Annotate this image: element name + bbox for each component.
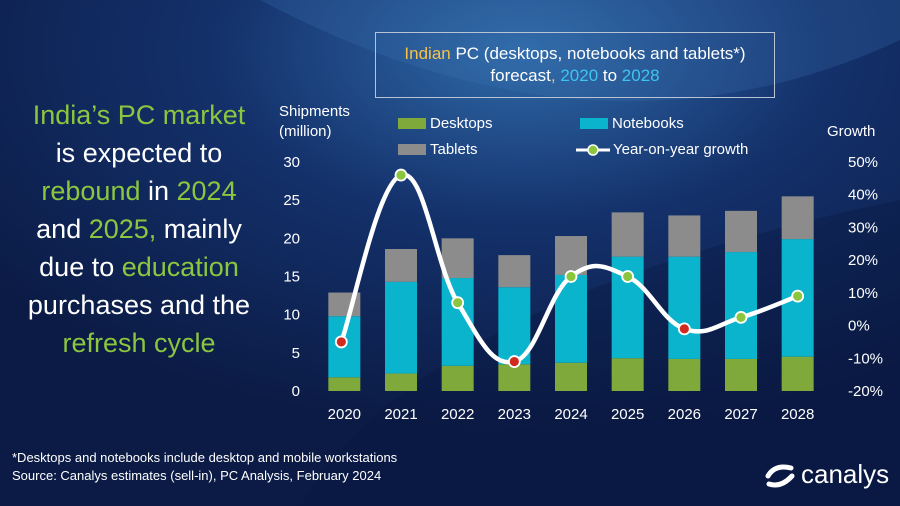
- y-axis-title-line: (million): [279, 123, 332, 140]
- y-tick-label: 20: [283, 230, 300, 247]
- chart-title-box: Indian PC (desktops, notebooks and table…: [375, 32, 775, 98]
- headline-part: India’s PC market: [32, 100, 246, 130]
- bar-notebooks-2027: [725, 252, 757, 359]
- y2-tick-label: 10%: [848, 285, 878, 302]
- x-tick-label: 2025: [611, 406, 644, 423]
- y-tick-label: 25: [283, 192, 300, 209]
- legend-swatch-tablets: [398, 144, 426, 155]
- canalys-logo-icon: [765, 464, 795, 487]
- bar-desktops-2026: [668, 358, 701, 391]
- bar-desktops-2022: [441, 365, 474, 391]
- x-tick-label: 2021: [384, 406, 417, 423]
- bar-notebooks-2021: [385, 281, 417, 374]
- title-part: forecast: [490, 66, 551, 85]
- headline-part: education: [121, 252, 239, 282]
- headline-part: is expected to: [55, 138, 223, 168]
- title-part: 2020: [560, 66, 599, 85]
- growth-point-2020: [334, 335, 348, 349]
- y2-tick-label: 0%: [848, 318, 870, 335]
- growth-point-2025: [621, 270, 635, 283]
- y2-tick-label: 30%: [848, 219, 878, 236]
- title-part: Indian: [404, 44, 451, 63]
- title-part: PC (desktops, notebooks and tablets*): [450, 44, 746, 63]
- headline-part: refresh cycle: [62, 328, 216, 358]
- canalys-logo: canalys: [765, 459, 889, 490]
- x-tick-label: 2027: [724, 406, 757, 423]
- growth-point-2023: [507, 355, 521, 368]
- title-part: to: [598, 66, 622, 85]
- bar-desktops-2027: [725, 358, 757, 391]
- bar-tablets-2028: [781, 196, 814, 240]
- footnote: *Desktops and notebooks include desktop …: [12, 449, 397, 485]
- x-tick-label: 2026: [668, 406, 701, 423]
- y2-tick-label: 20%: [848, 252, 878, 269]
- bar-notebooks-2026: [668, 256, 701, 359]
- headline-part: 2025,: [88, 214, 157, 244]
- bar-tablets-2021: [385, 249, 417, 282]
- growth-point-2022: [451, 296, 465, 310]
- legend-label-tablets: Tablets: [430, 141, 478, 158]
- bar-desktops-2028: [781, 356, 814, 391]
- legend-notebooks: Notebooks: [580, 115, 684, 132]
- title-part: 2028: [621, 66, 660, 85]
- bar-tablets-2025: [611, 212, 644, 257]
- growth-point-2021: [394, 168, 408, 182]
- y2-tick-label: -10%: [848, 350, 883, 367]
- headline-part: 2024: [176, 176, 237, 206]
- x-tick-label: 2022: [441, 406, 474, 423]
- legend-swatch-growth: [576, 143, 610, 156]
- bar-desktops-2024: [555, 362, 587, 391]
- bar-desktops-2020: [328, 377, 361, 391]
- growth-point-2026: [677, 322, 691, 336]
- y-axis-title: Shipments (million): [279, 102, 350, 142]
- bar-desktops-2025: [611, 358, 644, 391]
- growth-point-2024: [564, 270, 578, 283]
- headline-part: purchases and the: [27, 290, 251, 320]
- legend-label-desktops: Desktops: [430, 115, 493, 132]
- growth-point-2027: [734, 310, 748, 324]
- growth-point-2028: [791, 289, 805, 303]
- y2-tick-label: -20%: [848, 383, 883, 400]
- title-part: ,: [550, 66, 561, 85]
- headline: India’s PC market is expected to rebound…: [14, 96, 264, 362]
- y2-tick-label: 50%: [848, 154, 878, 171]
- headline-part: rebound: [41, 176, 141, 206]
- headline-part: mainly: [156, 214, 242, 244]
- headline-part: in: [140, 176, 177, 206]
- legend-label-growth: Year-on-year growth: [613, 141, 749, 158]
- y-tick-label: 15: [283, 269, 300, 286]
- bar-desktops-2021: [385, 373, 417, 391]
- y2-axis-title: Growth: [827, 123, 876, 140]
- y-tick-label: 10: [283, 307, 300, 324]
- legend-desktops: Desktops: [398, 115, 493, 132]
- bar-desktops-2023: [498, 364, 531, 391]
- bar-tablets-2027: [725, 210, 757, 253]
- y2-tick-label: 40%: [848, 187, 878, 204]
- bar-tablets-2026: [668, 215, 701, 257]
- legend-swatch-desktops: [398, 118, 426, 129]
- bar-tablets-2023: [498, 255, 531, 288]
- bar-tablets-2022: [441, 238, 474, 279]
- x-tick-label: 2023: [498, 406, 531, 423]
- legend-swatch-notebooks: [580, 118, 608, 129]
- legend-growth: Year-on-year growth: [575, 141, 748, 158]
- footnote-line: Source: Canalys estimates (sell-in), PC …: [12, 468, 382, 483]
- footnote-line: *Desktops and notebooks include desktop …: [12, 450, 398, 465]
- legend-tablets: Tablets: [398, 141, 478, 158]
- canalys-logo-text: canalys: [801, 459, 890, 489]
- legend-label-notebooks: Notebooks: [612, 115, 684, 132]
- y-tick-label: 0: [292, 383, 300, 400]
- x-tick-label: 2024: [554, 406, 587, 423]
- y-tick-label: 30: [283, 154, 300, 171]
- y-tick-label: 5: [292, 345, 300, 362]
- y-axis-title-line: Shipments: [279, 103, 350, 120]
- x-tick-label: 2020: [328, 406, 361, 423]
- headline-part: due to: [39, 252, 122, 282]
- headline-part: and: [36, 214, 89, 244]
- x-tick-label: 2028: [781, 406, 814, 423]
